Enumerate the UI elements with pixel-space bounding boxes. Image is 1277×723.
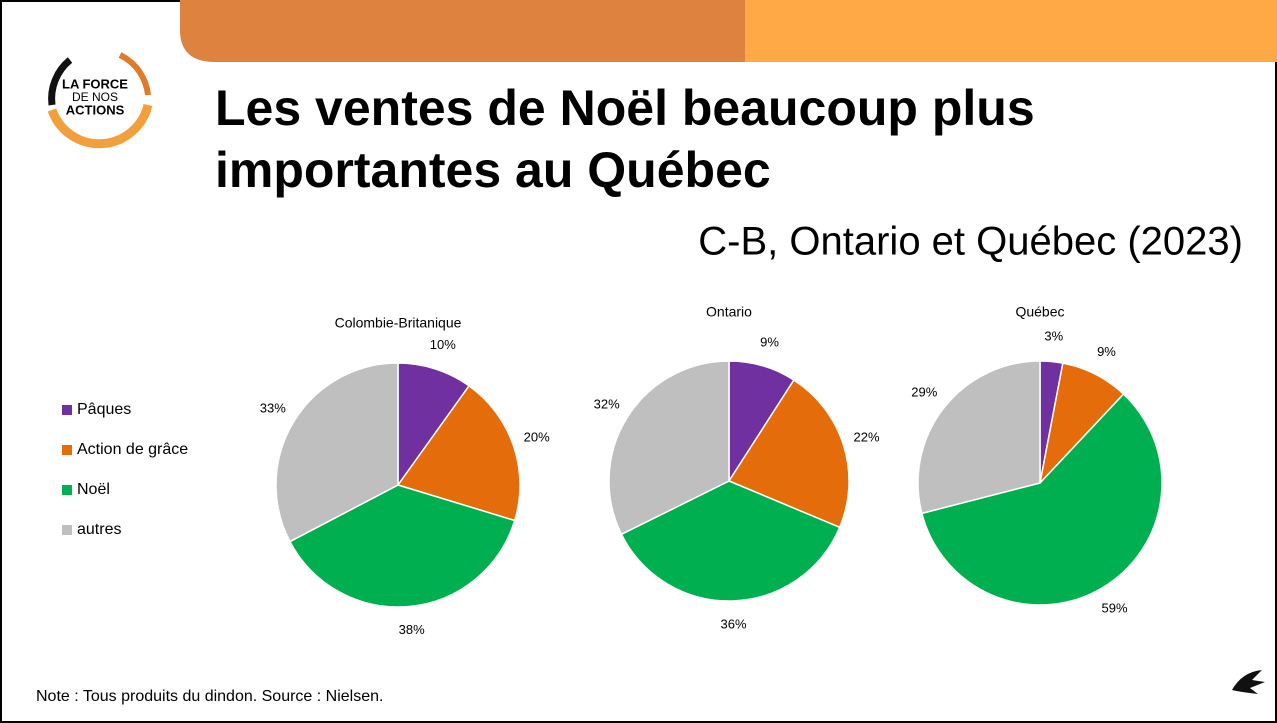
logo: LA FORCE DE NOS ACTIONS [47, 48, 153, 152]
pie-title: Québec [1015, 304, 1064, 320]
legend-label: Noël [77, 481, 110, 498]
value-label: 33% [260, 401, 286, 416]
logo-ring-accent [118, 52, 151, 96]
value-label: 59% [1102, 600, 1128, 615]
legend-label: autres [77, 521, 121, 538]
legend-swatch [62, 405, 72, 415]
value-label: 29% [911, 385, 937, 400]
subtitle: C-B, Ontario et Québec (2023) [698, 220, 1243, 264]
pie-slice [620, 480, 841, 602]
header-band-dark [180, 0, 745, 62]
pie-slice [920, 393, 1163, 606]
value-label: 3% [1044, 329, 1063, 344]
value-label: 38% [399, 622, 425, 637]
legend-label: Pâques [77, 401, 131, 418]
legend-swatch [62, 485, 72, 495]
value-label: 36% [721, 616, 747, 631]
title-line: Les ventes de Noël beaucoup plus [215, 80, 1035, 136]
title-line: importantes au Québec [215, 142, 771, 198]
pie-slice [608, 360, 730, 536]
pie-slice [275, 362, 399, 543]
logo-ring-orange [47, 103, 153, 149]
legend-swatch [62, 525, 72, 535]
pie-title: Ontario [706, 304, 752, 320]
logo-text: DE NOS [72, 90, 118, 104]
legend-swatch [62, 445, 72, 455]
pie-slice [396, 384, 521, 522]
logo-text: LA FORCE [62, 76, 128, 91]
value-label: 9% [1097, 344, 1116, 359]
legend-label: Action de grâce [77, 441, 188, 458]
logo-ring-dark [48, 57, 73, 106]
value-label: 10% [430, 337, 456, 352]
header-band-light [745, 0, 1277, 62]
brand-icon [1232, 670, 1265, 694]
pie-slice [288, 484, 516, 608]
logo-bg [48, 48, 152, 152]
pie-slice [397, 362, 471, 488]
note: Note : Tous produits du dindon. Source :… [36, 688, 383, 705]
value-label: 22% [853, 430, 879, 445]
value-label: 20% [524, 429, 550, 444]
value-label: 9% [760, 334, 779, 349]
pie-slice [727, 379, 850, 529]
value-label: 32% [594, 397, 620, 412]
logo-text: ACTIONS [66, 102, 125, 117]
pie-slice [917, 360, 1041, 515]
pie-title: Colombie-Britanique [335, 315, 462, 331]
